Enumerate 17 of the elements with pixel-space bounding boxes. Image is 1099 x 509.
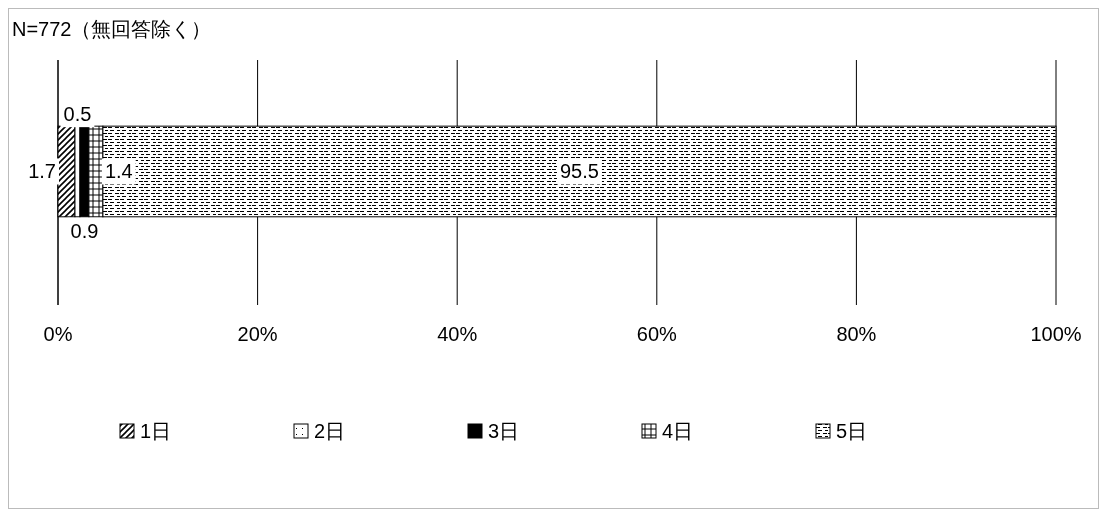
x-tick-label: 40% [437, 323, 478, 345]
x-tick-label: 60% [636, 323, 678, 345]
x-tick-label: 80% [836, 323, 877, 345]
legend-label: 5日 [836, 420, 868, 442]
legend-label: 4日 [662, 420, 694, 442]
x-tick-label: 100% [1030, 323, 1082, 345]
data-label: 0.9 [70, 219, 99, 242]
chart-title: N=772（無回答除く） [12, 18, 212, 40]
legend-label: 1日 [140, 420, 172, 442]
legend-label: 2日 [314, 420, 346, 442]
x-tick-label: 0% [43, 323, 73, 345]
x-tick-label: 20% [237, 323, 278, 345]
legend-label: 3日 [488, 420, 520, 442]
data-label: 1.4 [104, 160, 133, 183]
data-label: 1.7 [28, 160, 56, 183]
data-label: 95.5 [559, 160, 599, 183]
data-label: 0.5 [63, 103, 92, 126]
